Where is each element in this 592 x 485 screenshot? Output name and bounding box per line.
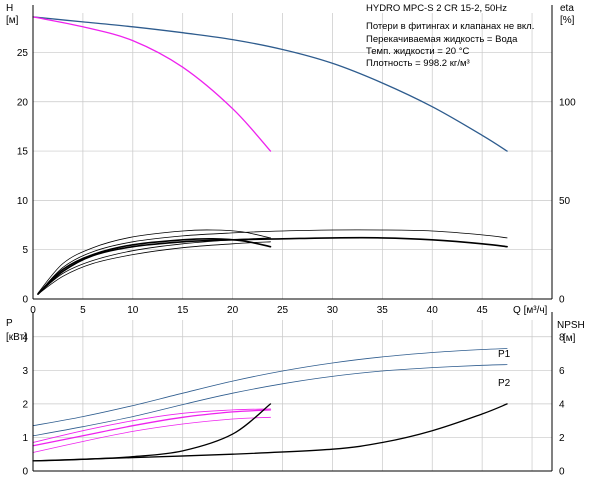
chart-title: HYDRO MPC-S 2 CR 15-2, 50Hz xyxy=(366,3,507,14)
y-tick-label: 0 xyxy=(22,295,28,306)
head-axis-unit: [м] xyxy=(6,15,19,26)
head-axis-label: H xyxy=(6,3,13,14)
y-tick-label: 25 xyxy=(17,48,29,59)
x-tick-label: 10 xyxy=(127,305,139,316)
x-tick-label: 35 xyxy=(377,305,389,316)
y-tick-label: 10 xyxy=(17,196,29,207)
series-black-7-line xyxy=(37,237,271,295)
series-label-p2: P2 xyxy=(498,378,511,389)
right-tick-label: 6 xyxy=(559,366,565,377)
eta-axis-label: eta xyxy=(560,3,574,14)
npsh-axis-unit: [м] xyxy=(563,333,576,344)
series-black-6-line xyxy=(37,241,271,295)
series-p2-line xyxy=(32,364,508,437)
right-tick-label: 4 xyxy=(559,399,565,410)
note-fittings: Потери в фитингах и клапанах не вкл. xyxy=(366,21,534,32)
power-axis-label: P xyxy=(6,318,13,329)
bottom-panel-grid xyxy=(33,320,552,471)
x-tick-label: 15 xyxy=(177,305,189,316)
y-tick-label: 3 xyxy=(22,366,28,377)
series-magenta-4-line xyxy=(32,416,271,453)
top-panel-grid xyxy=(33,13,552,299)
y-tick-label: 15 xyxy=(17,147,29,158)
right-tick-label: 2 xyxy=(559,433,565,444)
y-tick-label: 20 xyxy=(17,97,29,108)
x-tick-label: 0 xyxy=(30,305,36,316)
x-tick-label: 40 xyxy=(427,305,439,316)
eta-axis-unit: [%] xyxy=(560,15,575,26)
x-tick-label: 20 xyxy=(227,305,239,316)
y-tick-label: 4 xyxy=(22,332,28,343)
y-tick-label: 1 xyxy=(22,433,28,444)
x-tick-label: 45 xyxy=(477,305,489,316)
bottom-panel-series xyxy=(32,348,508,462)
series-blue-0-line xyxy=(32,16,508,152)
top-panel-series xyxy=(32,16,508,295)
series-black-3-line xyxy=(37,229,508,295)
right-tick-label: 50 xyxy=(559,196,571,207)
y-tick-label: 0 xyxy=(22,467,28,478)
note-liquid: Перекачиваемая жидкость = Вода xyxy=(366,34,518,45)
x-tick-label: 5 xyxy=(80,305,86,316)
series-black-4-line xyxy=(37,237,272,295)
x-tick-label: 25 xyxy=(277,305,289,316)
series-label-p1: P1 xyxy=(498,349,511,360)
note-temperature: Темп. жидкости = 20 °C xyxy=(366,46,469,57)
series-magenta-3-line xyxy=(32,408,271,443)
right-tick-label: 8 xyxy=(559,332,565,343)
y-tick-label: 2 xyxy=(22,399,28,410)
npsh-axis-label: NPSH xyxy=(557,320,585,331)
chart-axes xyxy=(32,5,553,472)
power-axis-unit: [кВт] xyxy=(6,332,27,343)
right-tick-label: 100 xyxy=(559,97,576,108)
series-black-2-line xyxy=(37,236,508,295)
right-tick-label: 0 xyxy=(559,467,565,478)
right-tick-label: 0 xyxy=(559,295,565,306)
series-p1-line xyxy=(32,348,508,427)
y-tick-label: 5 xyxy=(22,245,28,256)
note-density: Плотность = 998.2 кг/м³ xyxy=(366,58,470,69)
series-black-6-line xyxy=(32,403,508,462)
series-magenta-2-line xyxy=(32,409,272,447)
series-magenta-1-line xyxy=(32,16,272,152)
x-tick-label: 30 xyxy=(327,305,339,316)
series-black-5-line xyxy=(37,229,271,294)
x-axis-label: Q [м³/ч] xyxy=(513,305,548,316)
